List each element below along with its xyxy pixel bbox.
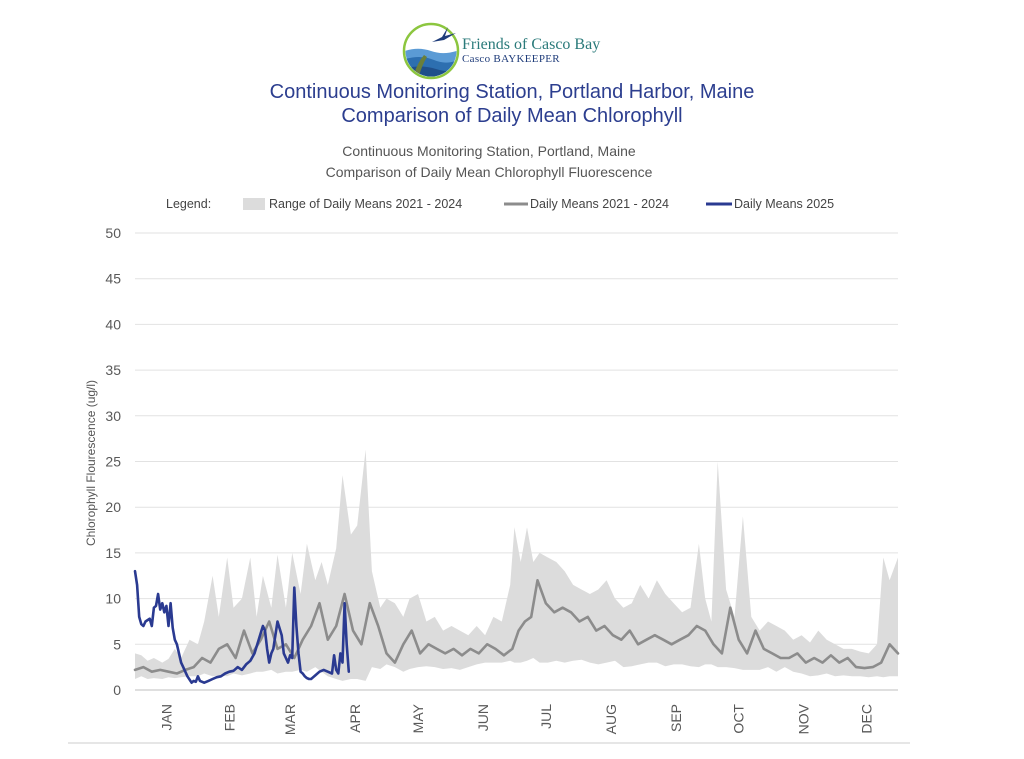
x-tick-label-oct: OCT [731,704,747,734]
y-tick-label: 25 [105,454,121,470]
x-tick-label-may: MAY [410,703,426,733]
y-tick-label: 5 [113,636,121,652]
legend-entry-2025: Daily Means 2025 [734,197,834,211]
y-tick-label: 15 [105,545,121,561]
chart-subtitle: Comparison of Daily Mean Chlorophyll Flu… [325,164,653,180]
series-lines [133,569,900,685]
y-tick-label: 10 [105,591,121,607]
series-line-daily-means-2025 [133,569,351,685]
series-range-band [135,449,898,681]
range-band-layer [135,449,898,681]
x-tick-label-feb: FEB [221,704,237,731]
organization-name: Friends of Casco Bay [462,36,601,53]
y-tick-label: 40 [105,316,121,332]
x-tick-label-jun: JUN [475,704,491,731]
x-tick-label-jan: JAN [158,704,174,730]
y-tick-label: 20 [105,499,121,515]
x-tick-label-apr: APR [347,704,363,733]
legend-swatch-range [243,198,265,210]
page-title-line-2: Comparison of Daily Mean Chlorophyll [341,105,683,127]
x-tick-label-sep: SEP [668,704,684,732]
x-tick-label-nov: NOV [796,703,812,734]
x-tick-label-jul: JUL [538,704,554,729]
y-tick-label: 0 [113,682,121,698]
page-title-line-1: Continuous Monitoring Station, Portland … [269,81,755,103]
series-line-daily-means-2021-2024 [133,578,900,675]
chart-legend: Legend: Range of Daily Means 2021 - 2024… [166,197,834,211]
x-tick-label-aug: AUG [603,704,619,734]
friends-of-casco-bay-logo [402,22,460,80]
legend-entry-range: Range of Daily Means 2021 - 2024 [269,197,462,211]
y-axis: 0 5 10 15 20 25 30 35 40 45 50 [105,225,121,698]
y-axis-label: Chlorophyll Flourescence (ug/l) [84,380,98,546]
y-tick-label: 45 [105,271,121,287]
legend-label: Legend: [166,197,211,211]
x-axis: JAN FEB MAR APR MAY JUN JUL AUG SEP OCT NOV DEC [158,703,874,735]
organization-subtitle: Casco BAYKEEPER [462,53,560,65]
legend-entry-hist: Daily Means 2021 - 2024 [530,197,669,211]
y-tick-label: 50 [105,225,121,241]
y-tick-label: 30 [105,408,121,424]
x-tick-label-dec: DEC [859,704,875,734]
y-tick-label: 35 [105,362,121,378]
chart-title: Continuous Monitoring Station, Portland,… [342,143,636,159]
x-tick-label-mar: MAR [282,704,298,735]
